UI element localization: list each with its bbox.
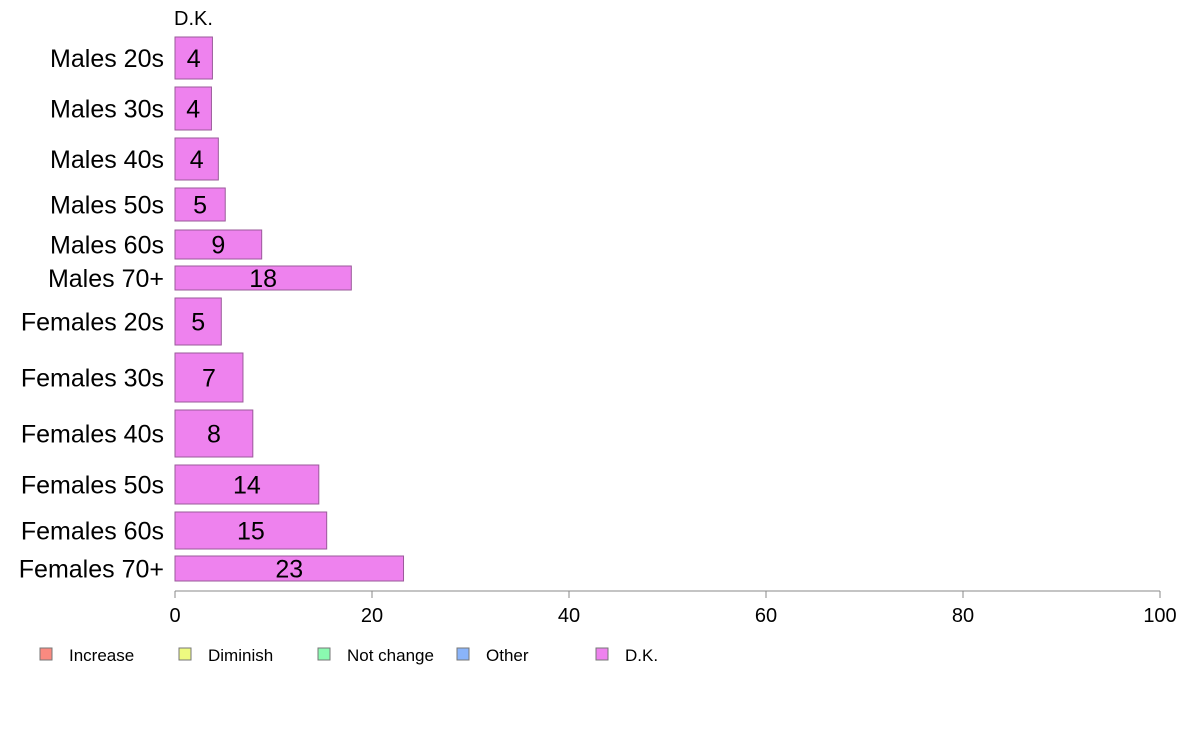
x-tick-label: 40 <box>558 605 580 627</box>
bar-females-30s <box>174 352 244 403</box>
category-label: Males 70+ <box>48 265 164 293</box>
legend-swatch <box>178 647 192 661</box>
data-label: 14 <box>233 472 261 500</box>
data-label: 7 <box>202 365 216 393</box>
x-axis: 0 20 40 60 80 100 <box>169 590 1177 627</box>
bar-males-60s <box>174 229 263 260</box>
legend-swatch <box>595 647 609 661</box>
legend-swatch <box>317 647 331 661</box>
category-label: Males 30s <box>50 96 164 124</box>
category-label: Females 60s <box>21 518 164 546</box>
bar-males-40s <box>174 137 219 181</box>
data-label: 15 <box>237 518 265 546</box>
legend-label: Increase <box>69 646 134 665</box>
category-labels: Males 20s Males 30s Males 40s Males 50s Male… <box>19 45 164 584</box>
bar-females-60s <box>174 511 328 550</box>
legend-label: Diminish <box>208 646 273 665</box>
x-tick-label: 60 <box>755 605 777 627</box>
category-label: Females 70+ <box>19 556 164 584</box>
category-label: Males 50s <box>50 192 164 220</box>
data-label: 5 <box>191 309 205 337</box>
bar-males-20s <box>174 36 213 80</box>
category-label: Males 60s <box>50 232 164 260</box>
legend-label: D.K. <box>625 646 658 665</box>
bar-females-50s <box>174 464 320 505</box>
category-label: Females 40s <box>21 421 164 449</box>
data-label: 4 <box>187 45 201 73</box>
data-label: 18 <box>249 265 277 293</box>
bar-females-40s <box>174 409 254 458</box>
data-label: 4 <box>190 146 204 174</box>
bar-males-30s <box>174 86 212 131</box>
legend-label: Not change <box>347 646 434 665</box>
bar-females-20s <box>174 297 222 346</box>
legend: Increase Diminish Not change Other D.K. <box>39 646 658 665</box>
x-tick-label: 100 <box>1143 605 1176 627</box>
x-tick-label: 0 <box>169 605 180 627</box>
category-label: Males 20s <box>50 45 164 73</box>
x-tick-label: 20 <box>361 605 383 627</box>
data-label: 8 <box>207 421 221 449</box>
category-label: Females 20s <box>21 309 164 337</box>
x-tick-label: 80 <box>952 605 974 627</box>
legend-swatch <box>39 647 53 661</box>
bars-group <box>174 36 405 582</box>
bar-males-70- <box>174 265 352 291</box>
data-label: 4 <box>186 96 200 124</box>
category-label: Males 40s <box>50 146 164 174</box>
panel-title: D.K. <box>174 8 213 30</box>
data-label: 9 <box>211 232 225 260</box>
bar-males-50s <box>174 187 226 222</box>
bar-females-70- <box>174 555 405 582</box>
category-label: Females 30s <box>21 365 164 393</box>
category-label: Females 50s <box>21 472 164 500</box>
data-label: 5 <box>193 192 207 220</box>
legend-swatch <box>456 647 470 661</box>
data-label: 23 <box>275 556 303 584</box>
legend-label: Other <box>486 646 529 665</box>
